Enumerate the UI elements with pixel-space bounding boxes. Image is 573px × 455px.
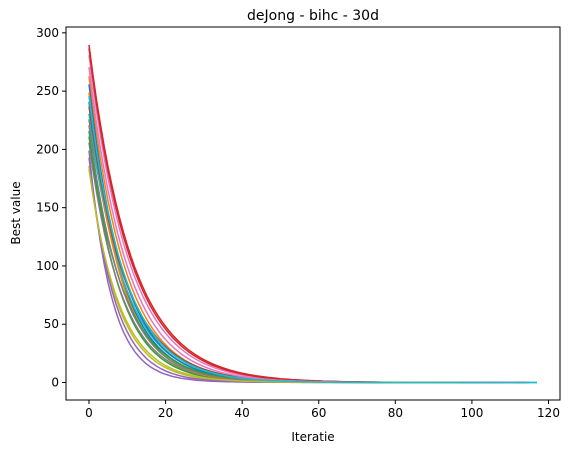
x-tick-label: 20 bbox=[158, 406, 173, 420]
x-tick-label: 40 bbox=[235, 406, 250, 420]
series-layer bbox=[88, 44, 537, 384]
x-tick-label: 120 bbox=[537, 406, 560, 420]
x-tick-label: 100 bbox=[460, 406, 483, 420]
chart-title: deJong - bihc - 30d bbox=[247, 8, 379, 24]
y-tick-label: 100 bbox=[36, 259, 59, 273]
y-tick-label: 0 bbox=[51, 376, 59, 390]
x-tick-label: 80 bbox=[388, 406, 403, 420]
x-axis: 0 20 40 60 80 100 120 bbox=[85, 400, 560, 420]
x-tick-label: 0 bbox=[85, 406, 93, 420]
y-axis-label: Best value bbox=[9, 181, 23, 244]
series-line-20 bbox=[88, 96, 537, 384]
y-tick-label: 150 bbox=[36, 201, 59, 215]
x-tick-label: 60 bbox=[311, 406, 326, 420]
x-axis-label: Iteratie bbox=[291, 430, 334, 444]
y-tick-label: 300 bbox=[36, 26, 59, 40]
y-axis: 0 50 100 150 200 250 300 bbox=[36, 26, 66, 390]
y-tick-label: 200 bbox=[36, 142, 59, 156]
plot-frame bbox=[65, 26, 561, 401]
y-tick-label: 250 bbox=[36, 84, 59, 98]
y-tick-label: 50 bbox=[44, 317, 59, 331]
